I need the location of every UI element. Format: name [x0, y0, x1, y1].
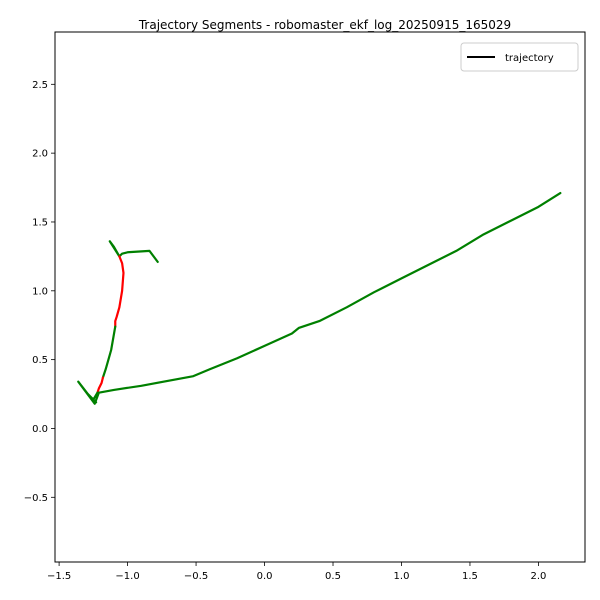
y-tick-label: 1.5 — [32, 217, 48, 228]
series-layer — [77, 191, 562, 405]
legend: trajectory — [460, 42, 579, 72]
plot-area — [54, 31, 586, 563]
legend-label-trajectory: trajectory — [505, 53, 554, 64]
y-tick-label: −0.5 — [24, 493, 48, 504]
y-axis: −0.5 0.0 0.5 1.0 1.5 2.0 2.5 — [24, 80, 55, 504]
trajectory-segment-4 — [96, 376, 105, 394]
trajectory-segment-3 — [101, 325, 117, 379]
x-tick-label: 2.0 — [530, 571, 546, 582]
chart-title: Trajectory Segments - robomaster_ekf_log… — [138, 18, 511, 32]
x-tick-label: −1.5 — [47, 571, 71, 582]
plot-background — [55, 32, 585, 562]
x-tick-label: −1.0 — [115, 571, 139, 582]
x-tick-label: 0.5 — [325, 571, 341, 582]
y-tick-label: 2.0 — [32, 149, 48, 160]
trajectory-segment-2 — [114, 255, 125, 328]
y-tick-label: 0.0 — [32, 424, 48, 435]
axes-frame — [54, 31, 586, 563]
trajectory-segment-1 — [108, 240, 159, 263]
legend-box — [460, 42, 579, 72]
x-tick-label: 1.0 — [394, 571, 410, 582]
y-tick-label: 1.0 — [32, 286, 48, 297]
x-tick-label: −0.5 — [184, 571, 208, 582]
x-tick-label: 1.5 — [462, 571, 478, 582]
y-tick-label: 0.5 — [32, 355, 48, 366]
x-axis: −1.5 −1.0 −0.5 0.0 0.5 1.0 1.5 2.0 — [47, 562, 546, 582]
x-tick-label: 0.0 — [257, 571, 273, 582]
trajectory-segment-5 — [77, 191, 562, 405]
y-tick-label: 2.5 — [32, 80, 48, 91]
